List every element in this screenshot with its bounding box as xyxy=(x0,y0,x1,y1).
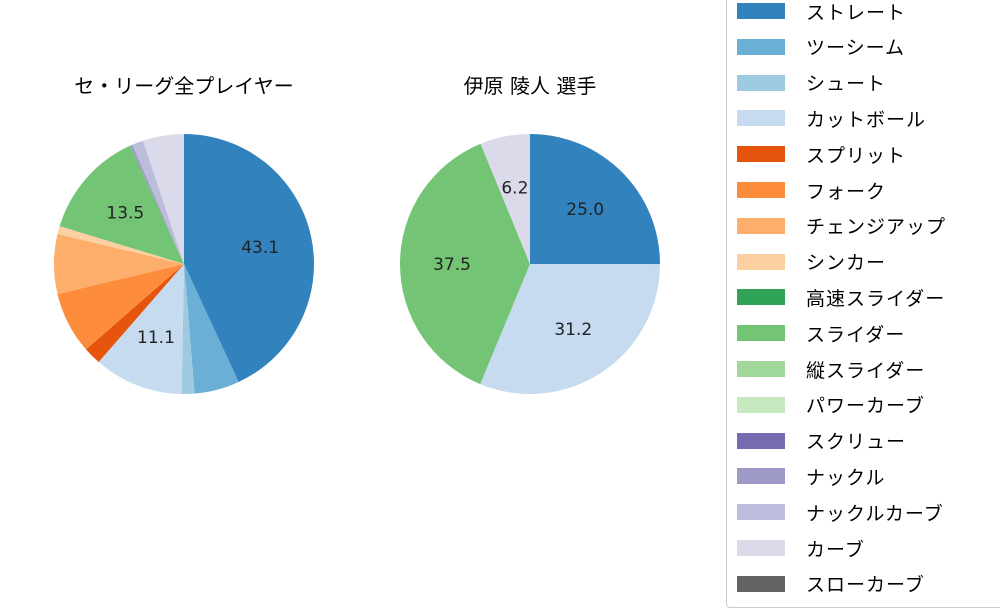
pie-slice xyxy=(57,264,184,350)
legend-label: チェンジアップ xyxy=(806,216,947,239)
legend-label: ナックルカーブ xyxy=(806,502,944,525)
legend-swatch xyxy=(737,146,785,163)
legend-swatch xyxy=(737,110,785,127)
pie-slice xyxy=(53,234,184,294)
legend-item: 高速スライダー xyxy=(737,287,945,310)
legend-label: ツーシーム xyxy=(806,37,906,60)
pie-slice xyxy=(130,144,184,264)
legend-item: スローカーブ xyxy=(737,574,925,596)
legend-item: ナックル xyxy=(737,466,885,489)
legend-item: フォーク xyxy=(737,180,886,203)
legend-label: カーブ xyxy=(806,538,865,561)
legend-label: スクリュー xyxy=(806,431,907,454)
slice-label: 13.5 xyxy=(106,204,144,224)
pie-slice xyxy=(98,264,184,394)
legend-label: スプリット xyxy=(806,144,907,167)
legend-swatch xyxy=(737,38,785,55)
legend-item: ツーシーム xyxy=(737,37,905,59)
pie-slice xyxy=(480,134,530,264)
slice-label: 11.1 xyxy=(137,328,175,348)
pie-slice xyxy=(530,134,660,265)
pie-slice xyxy=(85,264,184,363)
slice-label: 37.5 xyxy=(433,255,471,275)
legend-item: パワーカーブ xyxy=(737,395,925,417)
slice-label: 6.2 xyxy=(501,178,528,198)
legend-swatch xyxy=(737,74,785,91)
legend-swatch xyxy=(737,253,785,270)
legend-swatch xyxy=(737,182,785,198)
legend-label: 縦スライダー xyxy=(806,359,926,382)
legend-label: カットボール xyxy=(806,108,927,131)
legend-label: シュート xyxy=(806,73,887,96)
legend-label: 高速スライダー xyxy=(806,287,946,310)
pie-slice xyxy=(132,140,184,264)
legend-item: カーブ xyxy=(737,538,865,561)
legend-label: ストレート xyxy=(806,1,907,24)
pie-slice xyxy=(399,143,530,385)
legend-item: スクリュー xyxy=(737,431,906,453)
legend-swatch xyxy=(737,468,785,485)
legend-swatch xyxy=(737,540,785,556)
legend-item: スライダー xyxy=(737,323,905,346)
pie-slice xyxy=(184,264,239,394)
legend-label: パワーカーブ xyxy=(806,395,925,418)
legend-swatch xyxy=(737,396,785,413)
legend-swatch xyxy=(737,504,785,521)
left-chart-title: セ・リーグ全プレイヤー xyxy=(74,74,294,98)
legend-item: シンカー xyxy=(737,252,886,274)
legend-swatch xyxy=(737,575,785,592)
legend-item: チェンジアップ xyxy=(737,216,946,238)
legend-item: スプリット xyxy=(737,144,906,167)
slice-label: 25.0 xyxy=(566,200,604,220)
player-pie-chart: 25.0 31.2 37.5 6.2 xyxy=(399,134,660,394)
slice-label: 31.2 xyxy=(554,320,592,340)
legend-swatch xyxy=(737,432,785,449)
legend-label: ナックル xyxy=(806,466,886,489)
pie-slice xyxy=(181,264,195,394)
league-pie-chart: 43.1 11.1 13.5 xyxy=(53,134,314,394)
right-chart-title: 伊原 陵人 選手 xyxy=(463,74,597,98)
legend-item: 縦スライダー xyxy=(737,359,925,382)
legend-item: ナックルカーブ xyxy=(737,502,944,525)
legend-swatch xyxy=(737,325,785,342)
legend-swatch xyxy=(737,217,785,234)
legend: ストレートツーシームシュートカットボール スプリットフォークチェンジアップ シンカー… xyxy=(726,0,1000,608)
pie-slice xyxy=(184,134,314,382)
pie-slice xyxy=(59,145,184,264)
legend-label: スライダー xyxy=(806,323,906,346)
legend-item: シュート xyxy=(737,73,886,95)
pie-slice xyxy=(143,134,184,264)
pie-slice xyxy=(57,226,184,264)
legend-label: フォーク xyxy=(806,180,887,203)
pie-slice xyxy=(480,264,660,394)
legend-label: シンカー xyxy=(806,252,887,275)
legend-swatch xyxy=(737,289,785,306)
legend-swatch xyxy=(737,3,785,19)
legend-swatch xyxy=(737,361,785,377)
legend-label: スローカーブ xyxy=(806,574,925,597)
slice-label: 43.1 xyxy=(241,238,279,258)
legend-item: ストレート xyxy=(737,1,906,24)
legend-item: カットボール xyxy=(737,108,926,131)
